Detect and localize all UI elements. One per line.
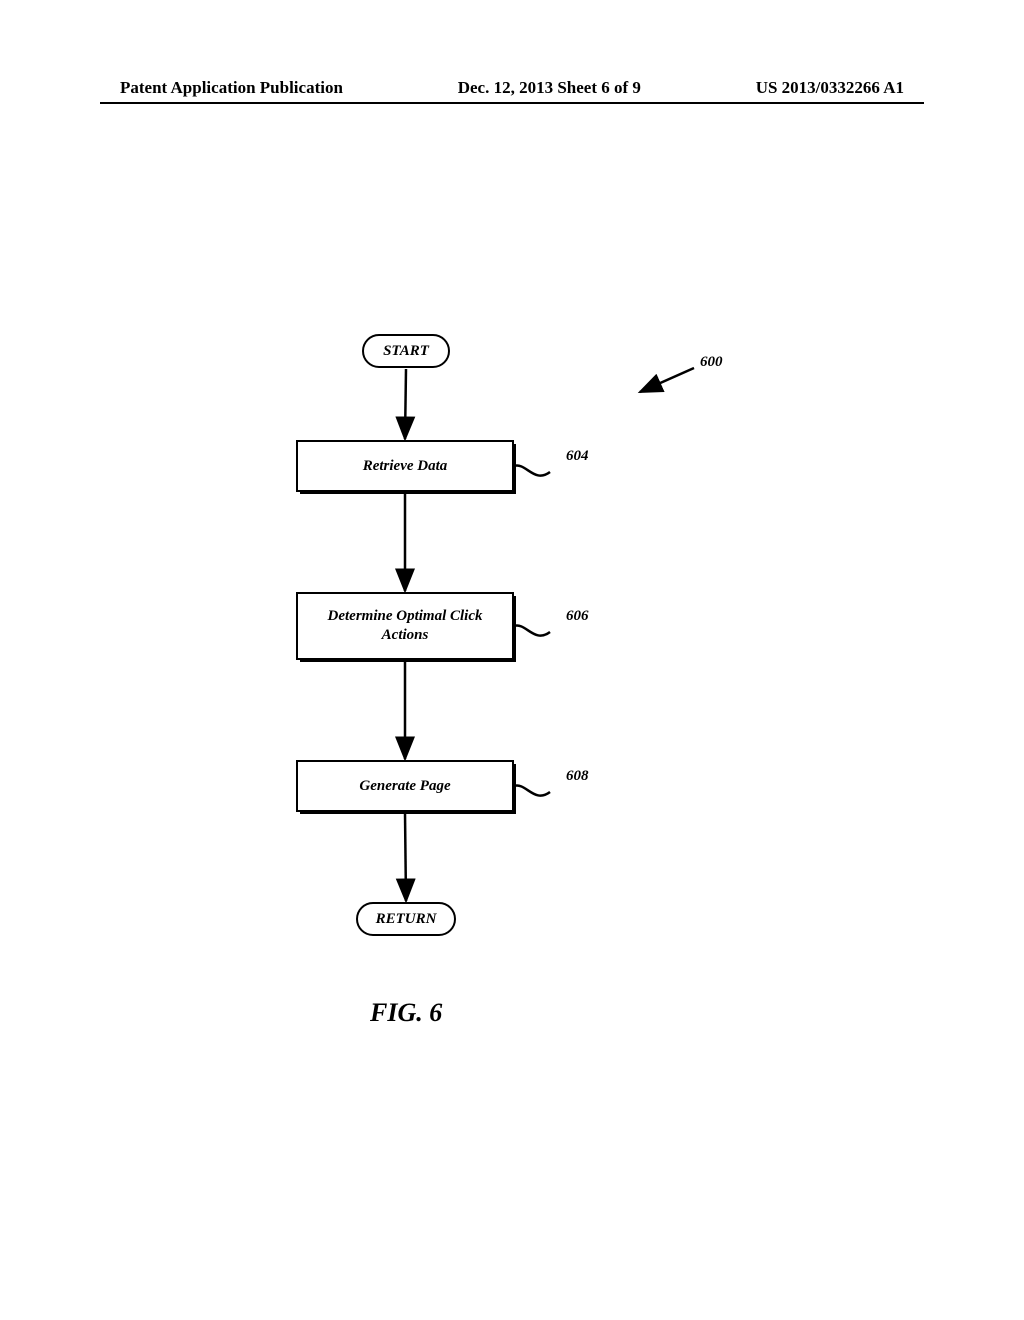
figure-ref-label: 600	[700, 354, 723, 371]
edge-n608-return	[405, 813, 406, 901]
node-start: START	[362, 334, 450, 368]
node-n606: Determine Optimal Click Actions	[296, 592, 514, 660]
flowchart-connectors	[0, 0, 1024, 1320]
ref-label-606: 606	[566, 608, 589, 625]
node-n608: Generate Page	[296, 760, 514, 812]
ref-connector-608	[514, 786, 550, 796]
node-n604: Retrieve Data	[296, 440, 514, 492]
figure-caption: FIG. 6	[370, 998, 442, 1028]
figure-ref-arrow	[640, 368, 694, 392]
node-return: RETURN	[356, 902, 456, 936]
ref-label-608: 608	[566, 768, 589, 785]
ref-label-604: 604	[566, 448, 589, 465]
edge-start-n604	[405, 369, 406, 439]
ref-connector-604	[514, 466, 550, 476]
flowchart: START Retrieve Data 604 Determine Optimal C…	[0, 0, 1024, 1320]
ref-connector-606	[514, 626, 550, 636]
